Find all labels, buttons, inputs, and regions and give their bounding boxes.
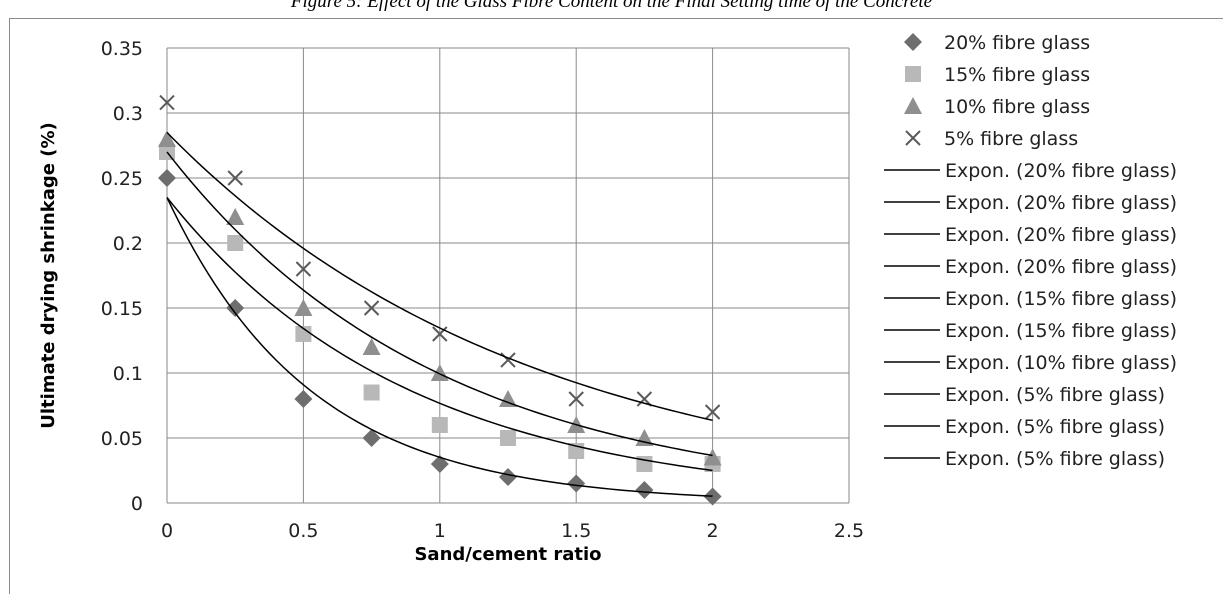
- data-point: [704, 404, 721, 420]
- y-tick-label: 0.1: [113, 363, 143, 385]
- legend-item: Expon. (5% fibre glass): [884, 448, 1165, 470]
- data-point: [295, 326, 312, 342]
- x-tick-label: 2.5: [834, 520, 864, 542]
- data-point: [703, 487, 722, 506]
- data-point: [568, 391, 584, 407]
- data-point: [363, 300, 380, 316]
- y-tick-label: 0.3: [113, 103, 143, 125]
- legend-label: Expon. (15% fibre glass): [945, 288, 1177, 310]
- legend-label: Expon. (20% fibre glass): [945, 224, 1177, 246]
- y-tick-label: 0.05: [101, 428, 143, 450]
- y-tick-label: 0.25: [101, 168, 143, 190]
- data-point: [294, 299, 313, 316]
- trendline: [166, 197, 713, 472]
- y-tick-label: 0.15: [101, 298, 143, 320]
- data-point: [295, 261, 312, 277]
- legend-item: 5% fibre glass: [905, 128, 1078, 150]
- data-point: [567, 474, 586, 493]
- data-series: [159, 94, 721, 420]
- data-point: [635, 481, 654, 499]
- legend-label: Expon. (5% fibre glass): [945, 416, 1165, 438]
- data-point: [158, 130, 176, 147]
- legend-label: Expon. (10% fibre glass): [945, 352, 1177, 374]
- legend-label: 5% fibre glass: [944, 128, 1078, 150]
- legend-label: Expon. (20% fibre glass): [945, 192, 1177, 214]
- legend-item: Expon. (5% fibre glass): [884, 416, 1165, 438]
- legend-item: 15% fibre glass: [905, 64, 1090, 86]
- trendline: [166, 131, 713, 422]
- data-point: [431, 417, 448, 433]
- legend-label: Expon. (15% fibre glass): [945, 320, 1177, 342]
- data-point: [636, 391, 653, 407]
- data-series: [158, 169, 722, 506]
- y-tick-label: 0: [131, 493, 143, 515]
- trendlines: [166, 131, 713, 497]
- legend-label: Expon. (20% fibre glass): [945, 160, 1177, 182]
- data-point: [159, 94, 175, 111]
- x-tick-label: 1: [434, 520, 446, 542]
- trendline: [166, 197, 713, 497]
- chart-frame-top-border: [9, 18, 1223, 19]
- gridlines: [166, 47, 850, 504]
- data-point: [703, 448, 722, 466]
- legend-label: Expon. (5% fibre glass): [945, 384, 1165, 406]
- legend-label: 20% fibre glass: [944, 32, 1090, 54]
- x-tick-label: 0: [161, 520, 173, 542]
- y-tick-label: 0.2: [113, 233, 143, 255]
- legend-label: 15% fibre glass: [944, 64, 1090, 86]
- y-tick-label: 0.35: [101, 38, 143, 60]
- legend-marker: [905, 66, 921, 82]
- data-point: [227, 170, 243, 186]
- legend-item: Expon. (20% fibre glass): [884, 192, 1177, 214]
- data-point: [362, 338, 381, 355]
- data-point: [294, 390, 313, 408]
- legend-item: 10% fibre glass: [904, 96, 1090, 118]
- chart-frame-left-border: [9, 18, 10, 594]
- legend-item: 20% fibre glass: [904, 32, 1090, 54]
- data-point: [158, 169, 176, 187]
- trendline: [166, 151, 713, 457]
- x-axis-title: Sand/cement ratio: [414, 544, 601, 565]
- data-point: [363, 384, 380, 401]
- legend-marker: [904, 33, 922, 51]
- figure-caption: Figure 5: Effect of the Glass Fibre Cont…: [290, 0, 933, 12]
- legend-item: Expon. (20% fibre glass): [884, 256, 1177, 278]
- y-axis-title: Ultimate drying shrinkage (%): [38, 122, 59, 429]
- x-tick-label: 1.5: [561, 520, 591, 542]
- data-point: [432, 326, 448, 342]
- data-point: [499, 390, 517, 407]
- data-point: [500, 430, 516, 446]
- legend-item: Expon. (20% fibre glass): [884, 160, 1177, 182]
- legend-marker: [905, 130, 921, 146]
- legend-item: Expon. (15% fibre glass): [884, 288, 1177, 310]
- data-point: [227, 235, 244, 251]
- legend-item: Expon. (20% fibre glass): [884, 224, 1177, 246]
- data-point: [226, 299, 245, 317]
- legend-label: Expon. (5% fibre glass): [945, 448, 1165, 470]
- legend: 20% fibre glass 15% fibre glass 10% fibre …: [884, 32, 1177, 470]
- data-point: [226, 208, 245, 225]
- data-point: [499, 468, 517, 486]
- legend-label: Expon. (20% fibre glass): [945, 256, 1177, 278]
- data-point: [362, 429, 381, 447]
- x-tick-label: 2: [707, 520, 719, 542]
- x-tick-label: 0.5: [288, 520, 318, 542]
- legend-label: 10% fibre glass: [944, 96, 1090, 118]
- legend-item: Expon. (15% fibre glass): [884, 320, 1177, 342]
- legend-marker: [904, 97, 922, 114]
- data-point: [430, 455, 449, 473]
- legend-item: Expon. (10% fibre glass): [884, 352, 1177, 374]
- legend-item: Expon. (5% fibre glass): [884, 384, 1165, 406]
